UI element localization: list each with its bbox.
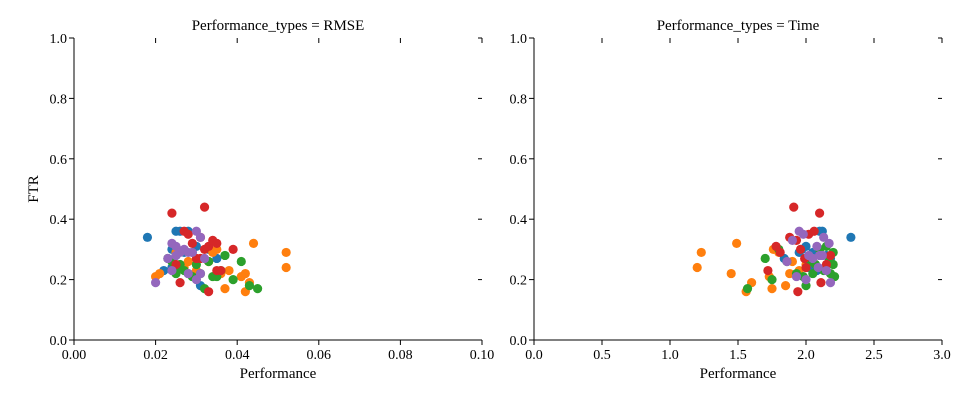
time-x-tick-label: 0.0 xyxy=(525,348,543,363)
time-series-4-point xyxy=(801,275,811,285)
time-y-tick-label: 1.0 xyxy=(510,32,528,47)
rmse-y-tick-label: 0.8 xyxy=(50,92,68,107)
time-series-1-point xyxy=(696,247,706,258)
rmse-series-4-point xyxy=(167,265,177,276)
rmse-series-3-point xyxy=(204,287,214,297)
time-series-3-point xyxy=(809,226,819,236)
rmse-panel-title: Performance_types = RMSE xyxy=(192,18,365,34)
rmse-series-1-point xyxy=(240,268,250,279)
time-series-3-point xyxy=(815,208,825,218)
rmse-y-axis-label: FTR xyxy=(26,175,42,203)
time-x-axis-label: Performance xyxy=(700,366,777,382)
rmse-y-tick-label: 0.0 xyxy=(50,334,68,349)
time-series-1-point xyxy=(781,281,791,291)
time-series-4-point xyxy=(819,232,829,242)
time-x-tick-label: 2.5 xyxy=(865,348,883,363)
time-series-4-point xyxy=(813,262,823,273)
rmse-series-1-point xyxy=(183,256,193,267)
rmse-series-4-point xyxy=(171,250,181,261)
rmse-series-2-point xyxy=(228,275,238,285)
time-series-3-point xyxy=(793,287,803,297)
time-series-2-point xyxy=(767,275,777,285)
time-series-1-point xyxy=(726,268,736,279)
rmse-series-2-point xyxy=(236,256,246,267)
rmse-series-1-point xyxy=(224,265,234,276)
time-series-4-point xyxy=(812,241,822,251)
time-y-tick-label: 0.6 xyxy=(510,153,528,168)
rmse-y-tick-label: 0.6 xyxy=(50,153,68,168)
rmse-y-tick-label: 1.0 xyxy=(50,32,68,47)
rmse-series-4-point xyxy=(187,247,197,258)
time-x-tick-label: 2.0 xyxy=(797,348,815,363)
time-y-tick-label: 0.0 xyxy=(510,334,528,349)
time-x-tick-label: 0.5 xyxy=(593,348,611,363)
rmse-series-1-point xyxy=(281,247,291,258)
time-series-4-point xyxy=(825,278,836,288)
time-y-tick-label: 0.2 xyxy=(510,274,528,289)
rmse-series-3-point xyxy=(212,238,222,248)
time-x-tick-label: 1.5 xyxy=(729,348,747,363)
rmse-series-4-point xyxy=(199,253,210,264)
time-series-2-point xyxy=(760,253,770,264)
time-series-2-point xyxy=(808,268,818,279)
time-series-1-point xyxy=(732,238,742,248)
time-y-tick-label: 0.4 xyxy=(510,213,528,228)
rmse-series-1-point xyxy=(155,268,165,279)
time-series-3-point xyxy=(825,250,836,261)
rmse-series-3-point xyxy=(216,265,226,276)
rmse-series-3-point xyxy=(199,202,210,212)
time-y-tick-label: 0.8 xyxy=(510,92,528,107)
time-panel-title: Performance_types = Time xyxy=(657,18,820,34)
time-series-4-point xyxy=(787,235,798,245)
time-series-0-point xyxy=(846,232,856,242)
rmse-series-1-point xyxy=(281,262,291,273)
rmse-series-4-point xyxy=(163,253,173,264)
time-series-3-point xyxy=(775,247,785,258)
time-x-tick-label: 3.0 xyxy=(933,348,951,363)
time-series-4-point xyxy=(782,256,792,267)
time-panel: Performance_types = Time Performance 0.0… xyxy=(510,18,951,382)
time-series-4-point xyxy=(791,271,802,282)
rmse-series-4-point xyxy=(183,268,193,279)
rmse-series-4-point xyxy=(151,278,161,288)
rmse-x-tick-label: 0.10 xyxy=(470,348,495,363)
time-series-2-point xyxy=(742,284,753,294)
rmse-x-tick-label: 0.04 xyxy=(225,348,250,363)
rmse-x-tick-label: 0.06 xyxy=(307,348,332,363)
rmse-series-2-point xyxy=(220,250,230,261)
rmse-series-3-point xyxy=(183,229,193,239)
time-series-3-point xyxy=(801,262,811,273)
time-x-tick-label: 1.0 xyxy=(661,348,679,363)
rmse-series-3-point xyxy=(228,244,238,254)
time-series-4-point xyxy=(817,250,827,261)
time-series-4-point xyxy=(824,238,834,248)
rmse-panel: Performance_types = RMSE Performance FTR… xyxy=(26,18,494,382)
rmse-y-tick-label: 0.4 xyxy=(50,213,68,228)
time-series-1-point xyxy=(767,284,777,294)
rmse-x-tick-label: 0.00 xyxy=(62,348,87,363)
rmse-series-1-point xyxy=(220,284,230,294)
rmse-series-0-point xyxy=(142,232,153,242)
rmse-x-tick-label: 0.02 xyxy=(143,348,168,363)
time-series-3-point xyxy=(795,244,806,254)
rmse-series-3-point xyxy=(167,208,177,218)
rmse-series-2-point xyxy=(244,281,255,291)
time-series-3-point xyxy=(816,278,826,288)
rmse-series-2-point xyxy=(253,284,263,294)
time-series-1-point xyxy=(692,262,702,273)
time-series-3-point xyxy=(763,265,773,276)
rmse-series-4-point xyxy=(195,268,206,279)
rmse-series-4-point xyxy=(195,232,206,242)
rmse-x-axis-label: Performance xyxy=(240,366,317,382)
rmse-y-tick-label: 0.2 xyxy=(50,274,68,289)
rmse-series-3-point xyxy=(175,278,185,288)
time-series-4-point xyxy=(798,229,808,239)
time-series-4-point xyxy=(821,265,832,276)
rmse-series-3-point xyxy=(187,238,197,248)
time-series-2-point xyxy=(828,259,838,270)
time-series-3-point xyxy=(789,202,799,212)
rmse-x-tick-label: 0.08 xyxy=(388,348,413,363)
rmse-series-1-point xyxy=(248,238,259,248)
